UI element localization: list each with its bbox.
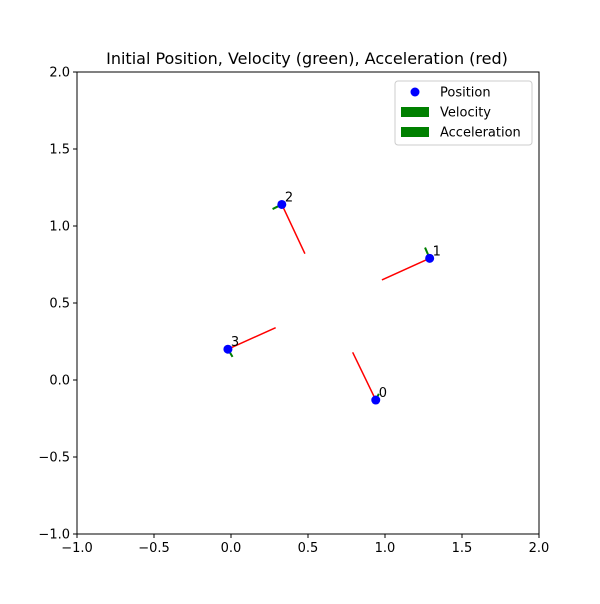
point-label-2: 2	[285, 190, 293, 205]
y-tick-label: −1.0	[38, 528, 70, 543]
point-label-1: 1	[433, 244, 441, 259]
legend-marker-acceleration	[401, 127, 429, 137]
y-tick-label: 2.0	[49, 66, 70, 81]
position-point-1	[425, 253, 435, 263]
x-tick-label: 1.0	[375, 541, 396, 556]
x-tick-label: 2.0	[529, 541, 550, 556]
x-tick-label: 0.0	[221, 541, 242, 556]
acceleration-vector-1	[381, 257, 430, 281]
point-label-3: 3	[231, 335, 239, 350]
legend-marker-position	[410, 87, 420, 97]
legend-label-position: Position	[440, 86, 491, 101]
y-tick-label: −0.5	[38, 451, 70, 466]
acceleration-vector-0	[351, 351, 377, 401]
chart-marks: 0 1 2 3	[223, 190, 441, 405]
legend: Position Velocity Acceleration	[394, 80, 533, 146]
x-tick-label: 1.5	[452, 541, 473, 556]
legend-box	[394, 80, 533, 146]
acceleration-vector-2	[281, 204, 306, 255]
position-point-3	[223, 344, 233, 354]
legend-label-velocity: Velocity	[440, 106, 491, 121]
point-label-0: 0	[379, 386, 387, 401]
chart-title: Initial Position, Velocity (green), Acce…	[106, 49, 508, 68]
x-tick-label: −0.5	[138, 541, 170, 556]
y-tick-label: 1.5	[49, 143, 70, 158]
position-point-0	[371, 395, 381, 405]
position-point-2	[277, 199, 287, 209]
acceleration-vector-3	[227, 326, 276, 350]
legend-label-acceleration: Acceleration	[440, 126, 521, 141]
y-tick-label: 1.0	[49, 220, 70, 235]
y-tick-label: 0.5	[49, 297, 70, 312]
x-tick-label: 0.5	[298, 541, 319, 556]
legend-marker-velocity	[401, 107, 429, 117]
y-tick-label: 0.0	[49, 374, 70, 389]
axes: −1.0 −0.5 0.0 0.5 1.0 1.5 2.0 −1.0 −0.5 0.0 0.5 1.0…	[38, 66, 549, 557]
x-tick-label: −1.0	[61, 541, 93, 556]
